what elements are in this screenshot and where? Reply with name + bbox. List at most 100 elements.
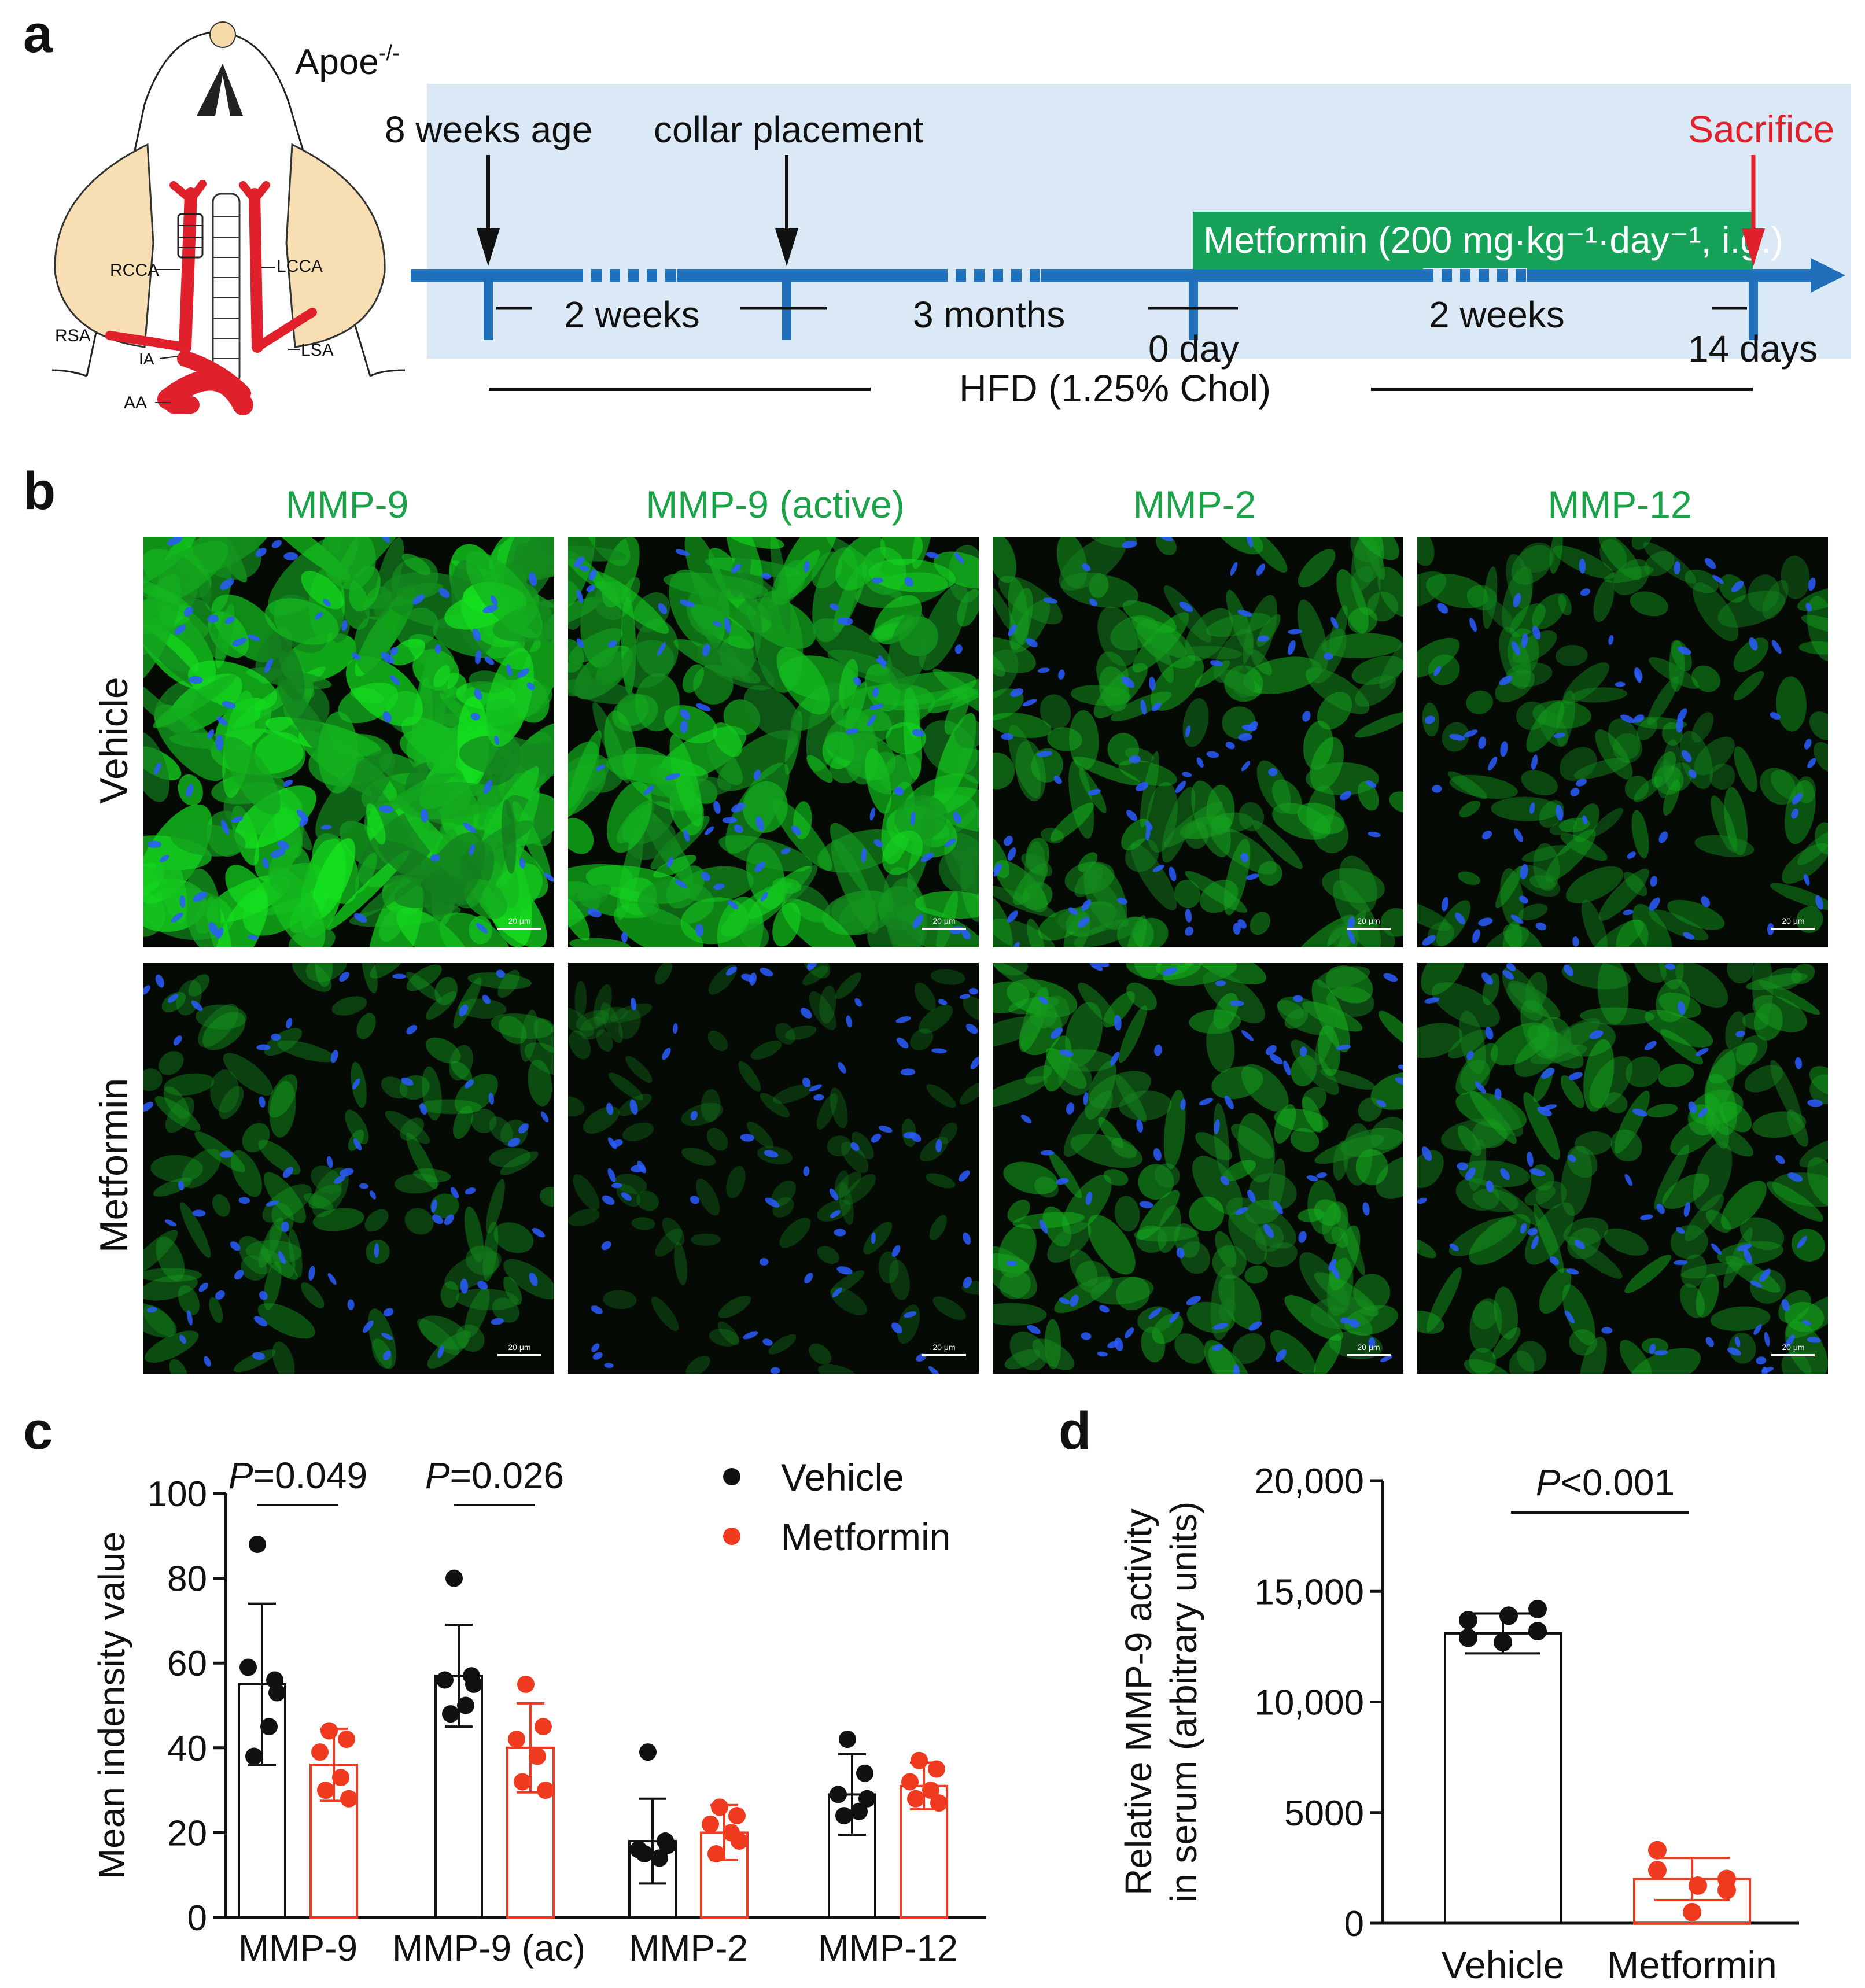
legend-marker-metformin [723, 1528, 740, 1545]
nose [209, 21, 236, 48]
data-point-metformin [1683, 1902, 1701, 1921]
row-label-metformin: Metformin [92, 1078, 136, 1253]
micrograph-vehicle-mmp-9: 20 μm [143, 537, 554, 947]
y-tick-label: 60 [167, 1644, 207, 1684]
event-collar-label: collar placement [654, 109, 923, 150]
data-point-metformin [514, 1773, 531, 1791]
data-point-metformin [702, 1815, 719, 1833]
data-point-metformin [1648, 1861, 1667, 1880]
scale-bar-label: 20 μm [932, 916, 956, 925]
scale-bar [1347, 1354, 1391, 1356]
column-label-mmp9-active: MMP-9 (active) [646, 483, 904, 526]
data-point-vehicle [442, 1705, 459, 1723]
label-lcca: LCCA [277, 257, 323, 276]
data-point-metformin [311, 1743, 329, 1761]
data-point-metformin [529, 1747, 546, 1765]
data-point-metformin [535, 1718, 552, 1736]
scale-bar [497, 928, 541, 930]
scale-bar-label: 20 μm [1782, 1342, 1805, 1352]
y-tick-label: 40 [167, 1729, 207, 1769]
scale-bar-label: 20 μm [508, 916, 531, 925]
bar-vehicle [1444, 1632, 1562, 1925]
data-point-metformin [1648, 1841, 1667, 1860]
data-point-vehicle [659, 1836, 676, 1854]
data-point-metformin [907, 1790, 924, 1808]
data-point-metformin [1689, 1876, 1707, 1895]
carotid-arteries [105, 180, 317, 415]
p-value-label: P=0.049 [228, 1455, 367, 1496]
panel-b-letter: b [23, 462, 56, 521]
data-point-metformin [320, 1722, 338, 1740]
day-start-label: 0 day [1148, 328, 1239, 370]
data-point-vehicle [1459, 1610, 1477, 1629]
column-label-mmp9: MMP-9 [286, 483, 409, 526]
data-point-vehicle [249, 1535, 266, 1553]
right-ear [285, 143, 386, 348]
y-tick-label: 0 [187, 1898, 207, 1938]
data-point-metformin [728, 1807, 746, 1825]
data-point-vehicle [856, 1764, 873, 1782]
y-axis-label-line2: in serum (arbitrary units) [1163, 1502, 1204, 1903]
genotype-label: Apoe-/- [295, 41, 400, 82]
data-point-vehicle [1459, 1628, 1477, 1647]
experiment-timeline: Metformin (200 mg·kg⁻¹·day⁻¹, i.g.) 8 we… [385, 84, 1851, 410]
event-sacrifice-label: Sacrifice [1688, 108, 1834, 150]
data-point-vehicle [268, 1684, 286, 1702]
x-category-label: MMP-2 [629, 1927, 748, 1969]
age-arrow [477, 228, 500, 266]
data-point-metformin [517, 1675, 535, 1693]
row-label-vehicle: Vehicle [92, 677, 136, 803]
data-point-vehicle [639, 1743, 657, 1761]
data-point-metformin [340, 1790, 357, 1808]
collar-arrow [775, 228, 798, 266]
scale-bar-label: 20 μm [1357, 916, 1380, 925]
data-point-metformin [930, 1794, 948, 1812]
data-point-metformin [911, 1751, 928, 1769]
panel-c-letter: c [23, 1401, 53, 1460]
x-category-label: Vehicle [1442, 1943, 1565, 1986]
data-point-vehicle [636, 1845, 653, 1863]
y-tick-label: 100 [148, 1474, 207, 1514]
event-age-label: 8 weeks age [385, 109, 592, 150]
micrograph-metformin-mmp-9: 20 μm [143, 963, 554, 1374]
scale-bar-label: 20 μm [932, 1342, 956, 1352]
p-value-label: P<0.001 [1536, 1462, 1675, 1503]
scale-bar-label: 20 μm [1782, 916, 1805, 925]
chart-c: 0 20 40 60 80 100 Mean indensity value MMP-9 MMP… [91, 1455, 986, 1969]
column-label-mmp2: MMP-2 [1133, 483, 1256, 526]
collar [177, 213, 204, 259]
data-point-vehicle [465, 1675, 482, 1693]
interval-3-label: 2 weeks [1429, 294, 1565, 335]
label-ia: IA [139, 350, 154, 368]
scale-bar [922, 1354, 966, 1356]
micrograph-vehicle-mmp-2: 20 μm [993, 537, 1403, 947]
data-point-metformin [711, 1798, 728, 1816]
y-axis-label-line1: Relative MMP-9 activity [1118, 1508, 1159, 1895]
legend-label-vehicle: Vehicle [781, 1456, 904, 1499]
data-point-vehicle [436, 1671, 454, 1689]
scale-bar [1771, 1354, 1815, 1356]
metformin-treatment-bar [1193, 212, 1753, 270]
data-point-vehicle [260, 1718, 278, 1736]
x-category-label: Metformin [1607, 1943, 1776, 1986]
y-tick-label: 80 [167, 1559, 207, 1599]
data-point-vehicle [1499, 1606, 1518, 1625]
diet-label: HFD (1.25% Chol) [959, 367, 1271, 410]
y-tick-label: 10,000 [1254, 1683, 1364, 1723]
y-tick-label: 15,000 [1254, 1572, 1364, 1612]
data-point-metformin [338, 1731, 355, 1749]
y-tick-label: 0 [1344, 1904, 1364, 1944]
column-label-mmp12: MMP-12 [1547, 483, 1691, 526]
data-point-metformin [928, 1760, 945, 1778]
y-tick-label: 5000 [1284, 1794, 1364, 1834]
data-point-metformin [922, 1782, 939, 1799]
micrograph-vehicle-mmp-12: 20 μm [1417, 537, 1828, 947]
data-point-vehicle [1528, 1599, 1547, 1618]
data-point-vehicle [245, 1747, 263, 1765]
left-ear [54, 143, 154, 348]
data-point-metformin [508, 1731, 525, 1749]
mouth [197, 64, 243, 116]
scale-bar [1347, 928, 1391, 930]
x-category-label: MMP-9 [238, 1927, 357, 1969]
